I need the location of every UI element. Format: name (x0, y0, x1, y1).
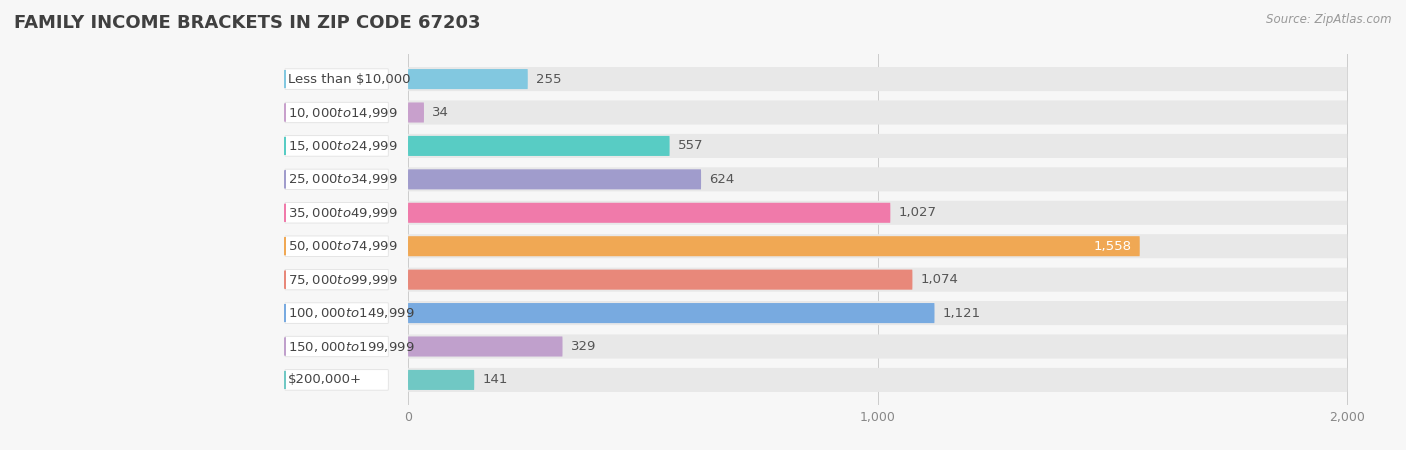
Text: 34: 34 (433, 106, 450, 119)
Text: $75,000 to $99,999: $75,000 to $99,999 (288, 273, 398, 287)
Text: Source: ZipAtlas.com: Source: ZipAtlas.com (1267, 14, 1392, 27)
Text: 1,027: 1,027 (898, 206, 936, 219)
Text: 1,074: 1,074 (921, 273, 959, 286)
FancyBboxPatch shape (285, 270, 388, 290)
FancyBboxPatch shape (285, 169, 388, 189)
Text: $150,000 to $199,999: $150,000 to $199,999 (288, 339, 415, 354)
FancyBboxPatch shape (408, 67, 1347, 91)
FancyBboxPatch shape (285, 336, 388, 357)
Text: Less than $10,000: Less than $10,000 (288, 72, 411, 86)
Text: 557: 557 (678, 140, 703, 153)
Text: $15,000 to $24,999: $15,000 to $24,999 (288, 139, 398, 153)
Text: 329: 329 (571, 340, 596, 353)
FancyBboxPatch shape (285, 102, 388, 123)
FancyBboxPatch shape (408, 69, 527, 89)
FancyBboxPatch shape (408, 100, 1347, 125)
FancyBboxPatch shape (408, 203, 890, 223)
Text: 1,558: 1,558 (1094, 240, 1132, 253)
Text: 141: 141 (482, 374, 508, 387)
Text: 255: 255 (536, 72, 562, 86)
FancyBboxPatch shape (285, 370, 388, 390)
FancyBboxPatch shape (408, 136, 669, 156)
Text: 624: 624 (710, 173, 735, 186)
FancyBboxPatch shape (408, 201, 1347, 225)
FancyBboxPatch shape (408, 334, 1347, 359)
FancyBboxPatch shape (285, 136, 388, 156)
FancyBboxPatch shape (408, 236, 1140, 256)
FancyBboxPatch shape (408, 270, 912, 290)
FancyBboxPatch shape (408, 268, 1347, 292)
FancyBboxPatch shape (285, 236, 388, 256)
FancyBboxPatch shape (408, 167, 1347, 191)
Text: $35,000 to $49,999: $35,000 to $49,999 (288, 206, 398, 220)
FancyBboxPatch shape (408, 337, 562, 356)
FancyBboxPatch shape (408, 368, 1347, 392)
Text: $50,000 to $74,999: $50,000 to $74,999 (288, 239, 398, 253)
Text: $10,000 to $14,999: $10,000 to $14,999 (288, 105, 398, 120)
FancyBboxPatch shape (285, 303, 388, 323)
FancyBboxPatch shape (408, 370, 474, 390)
FancyBboxPatch shape (285, 69, 388, 89)
FancyBboxPatch shape (408, 234, 1347, 258)
FancyBboxPatch shape (408, 303, 935, 323)
Text: $100,000 to $149,999: $100,000 to $149,999 (288, 306, 415, 320)
Text: $200,000+: $200,000+ (288, 374, 363, 387)
FancyBboxPatch shape (408, 301, 1347, 325)
Text: FAMILY INCOME BRACKETS IN ZIP CODE 67203: FAMILY INCOME BRACKETS IN ZIP CODE 67203 (14, 14, 481, 32)
FancyBboxPatch shape (408, 134, 1347, 158)
FancyBboxPatch shape (408, 103, 425, 122)
FancyBboxPatch shape (408, 169, 702, 189)
Text: $25,000 to $34,999: $25,000 to $34,999 (288, 172, 398, 186)
Text: 1,121: 1,121 (943, 306, 981, 320)
FancyBboxPatch shape (285, 202, 388, 223)
